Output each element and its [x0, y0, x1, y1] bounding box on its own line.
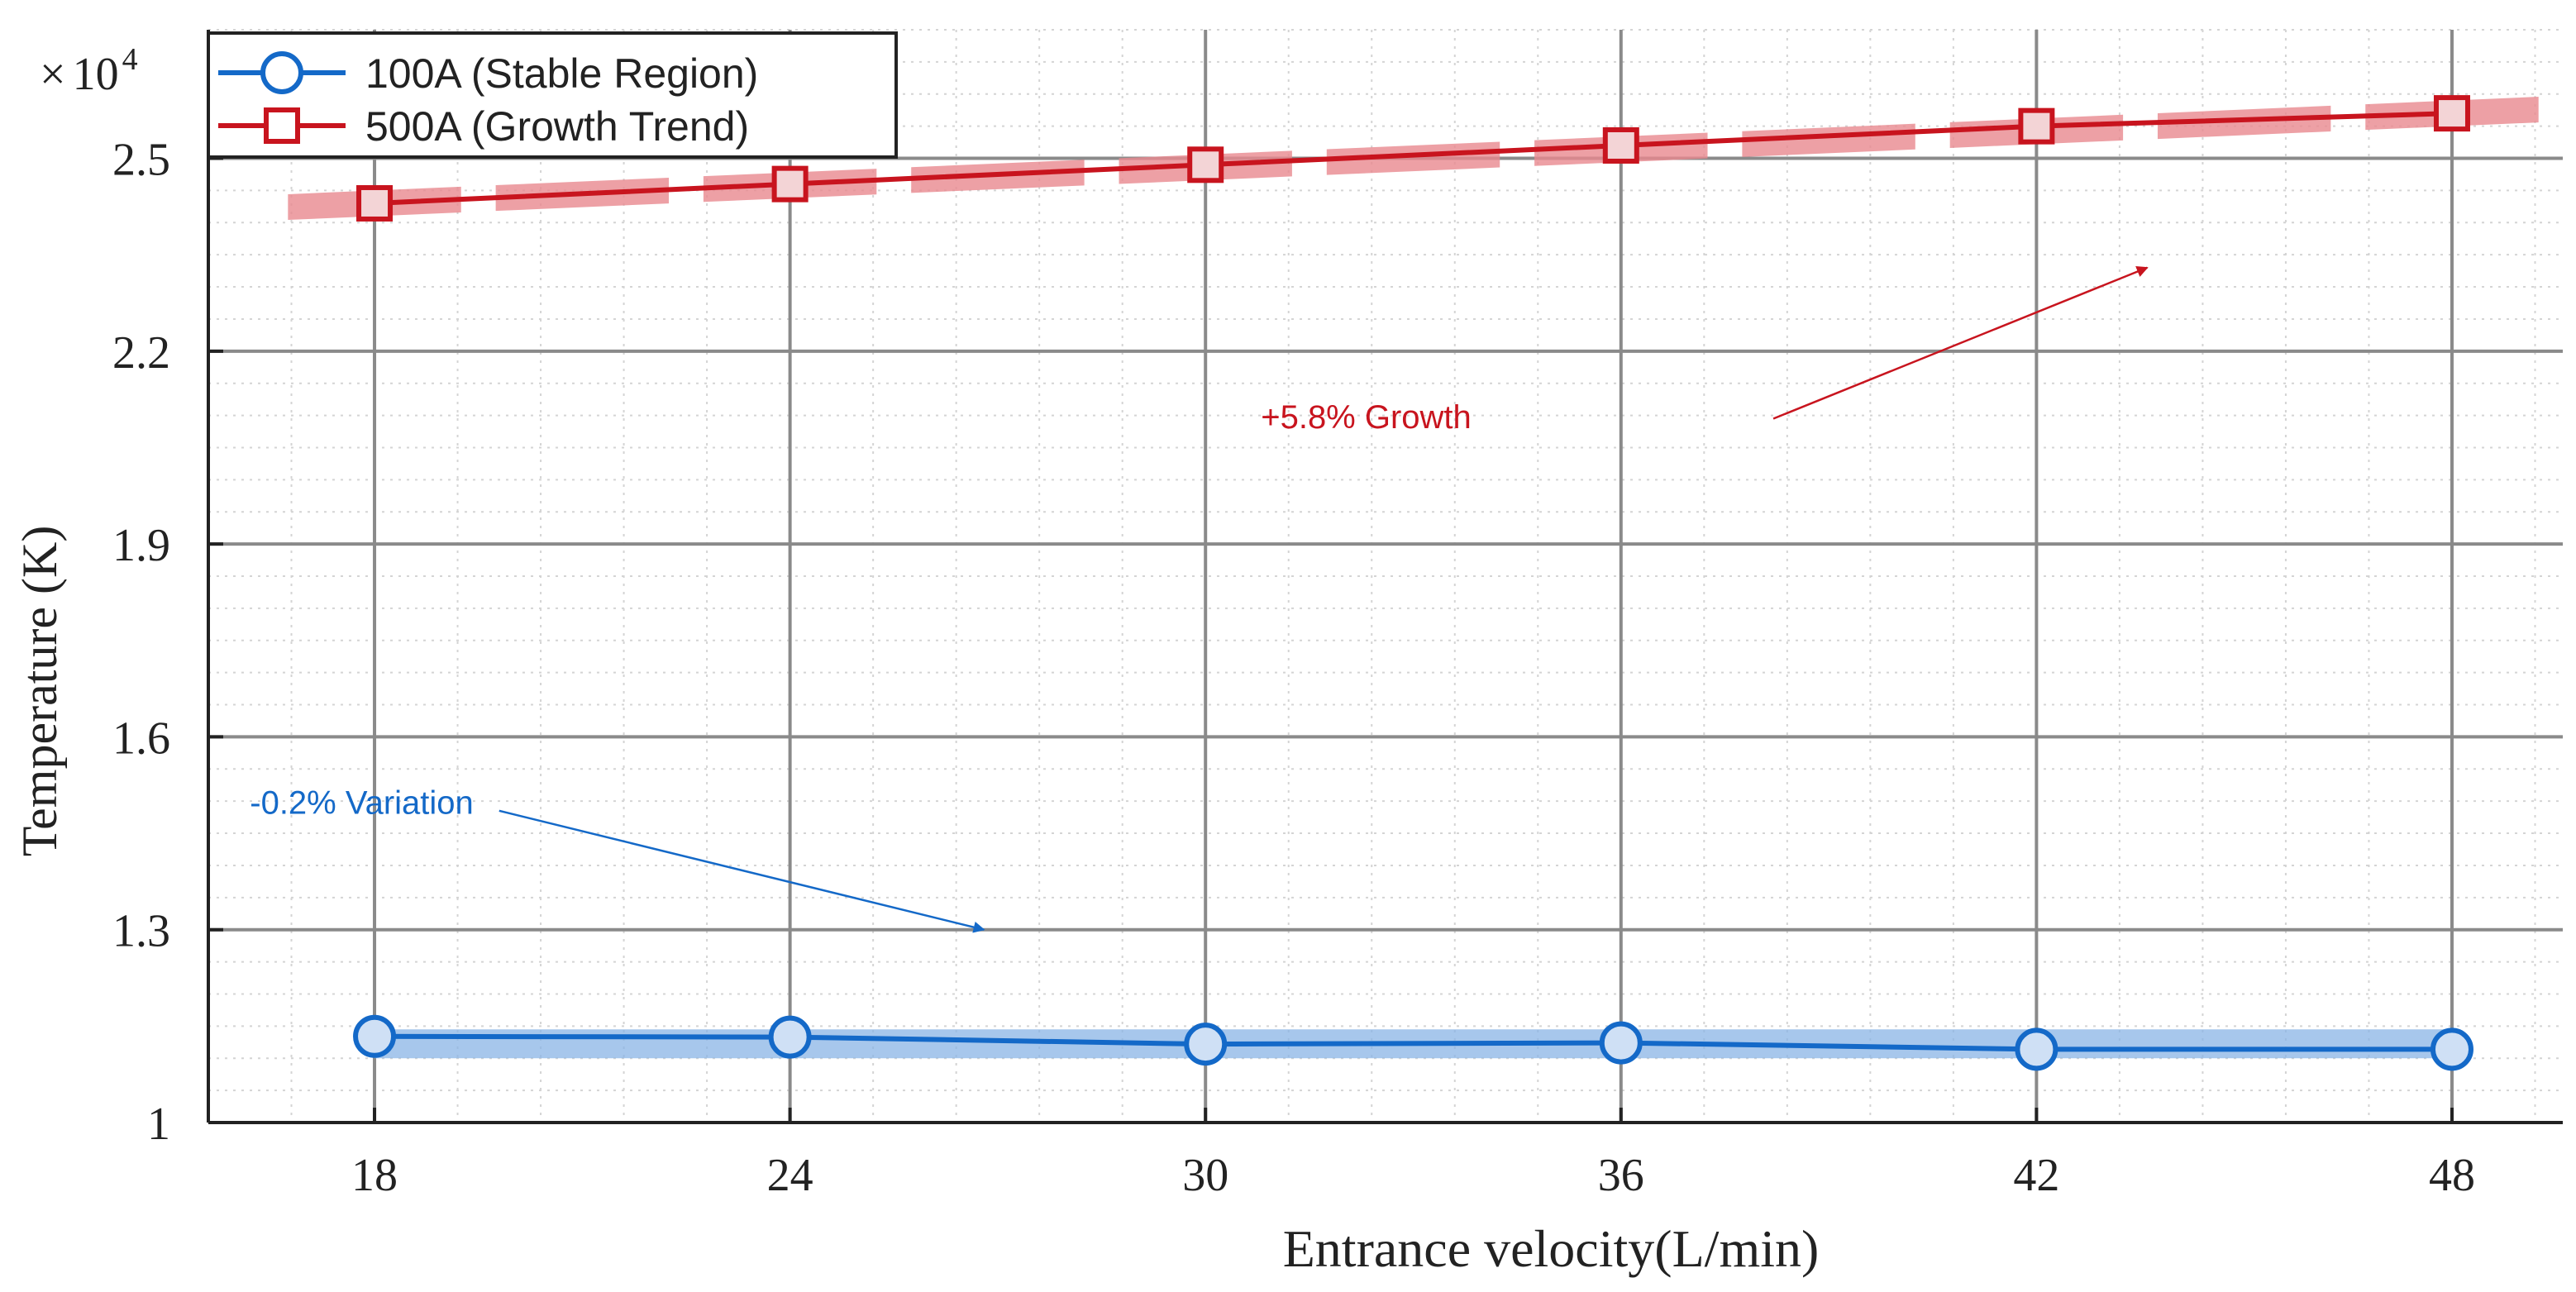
x-tick-label: 18 — [351, 1150, 398, 1201]
x-tick-label: 24 — [767, 1150, 813, 1201]
series-line-500a — [374, 111, 2453, 206]
y-tick-label: 1.6 — [112, 713, 170, 764]
series-lines — [374, 111, 2453, 1052]
data-point-500a — [2018, 107, 2055, 145]
data-point-500a — [1187, 146, 1224, 184]
band-segment-500a — [2157, 105, 2331, 140]
data-point-500a — [771, 165, 809, 203]
x-tick-label: 36 — [1598, 1150, 1644, 1201]
legend: 100A (Stable Region) 500A (Growth Trend) — [207, 31, 898, 159]
x-axis-unit: L/min — [1672, 1219, 1801, 1278]
y-axis-label: Temperature (K) — [12, 526, 67, 857]
data-point-100a — [1599, 1021, 1643, 1065]
y-multiplier: 10 — [73, 49, 119, 100]
y-exponent-label: × 10 4 — [40, 42, 138, 100]
y-ticks: 1 1.3 1.6 1.9 2.2 2.5 — [112, 135, 223, 1150]
annotation-arrow-variation — [499, 809, 985, 933]
annotation-arrow-growth — [1772, 265, 2149, 420]
y-tick-label: 1 — [147, 1099, 170, 1150]
legend-circle-marker-icon — [260, 51, 303, 94]
x-axis-title: Entrance velocity — [1283, 1219, 1655, 1278]
x-tick-label: 42 — [2013, 1150, 2059, 1201]
legend-label-500a: 500A (Growth Trend) — [365, 103, 749, 150]
annotations: +5.8% Growth -0.2% Variation — [250, 265, 2149, 933]
legend-square-marker-icon — [264, 107, 300, 144]
x-tick-label: 30 — [1182, 1150, 1228, 1201]
legend-label-100a: 100A (Stable Region) — [365, 50, 758, 97]
annotation-variation-label: -0.2% Variation — [250, 785, 474, 822]
y-tick-label: 1.3 — [112, 906, 170, 957]
x-ticks: 18 24 30 36 42 48 — [351, 1108, 2475, 1201]
axes — [207, 30, 2563, 1124]
band-segment-500a — [1326, 141, 1500, 175]
y-tick-label: 1.9 — [112, 520, 170, 571]
series-line-100a — [374, 1033, 2452, 1052]
data-point-500a — [2433, 95, 2470, 132]
data-point-100a — [1184, 1023, 1228, 1066]
data-point-100a — [2015, 1027, 2058, 1071]
y-tick-label: 2.2 — [112, 327, 170, 379]
legend-item-100a: 100A (Stable Region) — [218, 50, 758, 97]
data-point-100a — [2430, 1027, 2473, 1071]
svg-text:×104: × 10 4 — [40, 42, 138, 100]
data-point-100a — [768, 1015, 812, 1059]
data-point-500a — [1602, 126, 1639, 164]
y-exponent: 4 — [122, 42, 138, 77]
x-axis-label: Entrance velocity(L/min) — [1283, 1219, 1820, 1278]
series-markers — [353, 95, 2473, 1071]
plot-background — [208, 30, 2563, 1123]
annotation-growth-label: +5.8% Growth — [1261, 399, 1472, 436]
legend-box — [207, 31, 898, 159]
legend-item-500a: 500A (Growth Trend) — [218, 103, 749, 150]
y-tick-label: 2.5 — [112, 135, 170, 186]
data-point-500a — [356, 184, 394, 222]
data-point-100a — [353, 1014, 397, 1058]
x-tick-label: 48 — [2429, 1150, 2475, 1201]
